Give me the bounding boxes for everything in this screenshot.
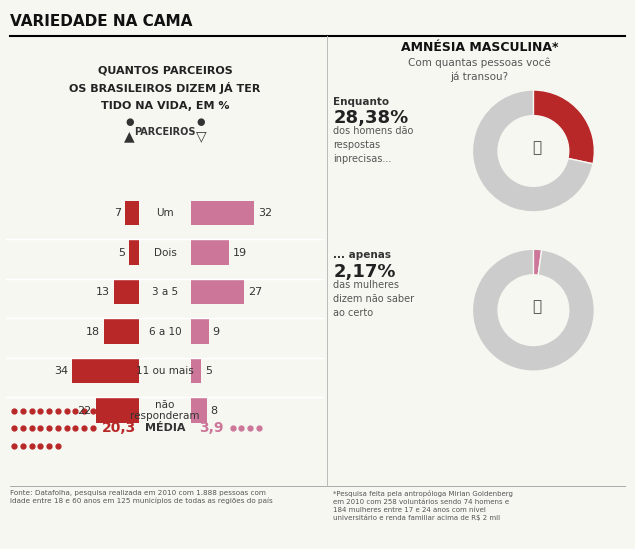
FancyBboxPatch shape bbox=[72, 359, 139, 383]
Text: ... apenas: ... apenas bbox=[333, 250, 391, 260]
FancyBboxPatch shape bbox=[130, 240, 139, 265]
Wedge shape bbox=[472, 249, 594, 371]
Text: *Pesquisa feita pela antropóloga Mirian Goldenberg
em 2010 com 258 voluntários s: *Pesquisa feita pela antropóloga Mirian … bbox=[333, 490, 513, 522]
FancyBboxPatch shape bbox=[191, 240, 229, 265]
Text: OS BRASILEIROS DIZEM JÁ TER: OS BRASILEIROS DIZEM JÁ TER bbox=[69, 82, 261, 94]
Text: das mulheres
dizem não saber
ao certo: das mulheres dizem não saber ao certo bbox=[333, 280, 415, 318]
FancyBboxPatch shape bbox=[96, 399, 139, 423]
FancyBboxPatch shape bbox=[104, 320, 139, 344]
Text: 5: 5 bbox=[204, 366, 212, 376]
Text: VARIEDADE NA CAMA: VARIEDADE NA CAMA bbox=[10, 14, 192, 29]
FancyBboxPatch shape bbox=[191, 280, 244, 304]
Text: Enquanto: Enquanto bbox=[333, 97, 389, 107]
Text: 👤: 👤 bbox=[532, 141, 541, 155]
Text: PARCEIROS: PARCEIROS bbox=[135, 127, 196, 137]
Text: 34: 34 bbox=[54, 366, 68, 376]
Text: ●: ● bbox=[197, 117, 205, 127]
Text: 18: 18 bbox=[86, 327, 100, 337]
Wedge shape bbox=[533, 90, 594, 164]
FancyBboxPatch shape bbox=[191, 201, 255, 225]
Text: não
responderam: não responderam bbox=[130, 400, 200, 422]
Wedge shape bbox=[533, 249, 542, 275]
Text: Dois: Dois bbox=[154, 248, 177, 257]
Text: 22: 22 bbox=[77, 406, 91, 416]
FancyBboxPatch shape bbox=[114, 280, 139, 304]
Text: ▽: ▽ bbox=[196, 129, 206, 143]
Text: 27: 27 bbox=[248, 287, 263, 297]
Text: 19: 19 bbox=[232, 248, 246, 257]
Text: 13: 13 bbox=[95, 287, 109, 297]
Wedge shape bbox=[472, 90, 593, 212]
Text: QUANTOS PARCEIROS: QUANTOS PARCEIROS bbox=[98, 66, 232, 76]
Text: 20,3: 20,3 bbox=[102, 422, 136, 435]
Text: 3,9: 3,9 bbox=[199, 422, 224, 435]
Text: 7: 7 bbox=[114, 208, 121, 218]
Text: ▲: ▲ bbox=[124, 129, 135, 143]
FancyBboxPatch shape bbox=[191, 320, 209, 344]
Text: 👤: 👤 bbox=[532, 300, 541, 315]
Text: Um: Um bbox=[156, 208, 174, 218]
Text: 32: 32 bbox=[258, 208, 272, 218]
Text: 8: 8 bbox=[211, 406, 218, 416]
Text: AMNÉSIA MASCULINA*: AMNÉSIA MASCULINA* bbox=[401, 41, 558, 54]
Text: dos homens dão
respostas
inprecisas...: dos homens dão respostas inprecisas... bbox=[333, 126, 414, 165]
Text: Com quantas pessoas você
já transou?: Com quantas pessoas você já transou? bbox=[408, 58, 551, 82]
Text: 11 ou mais: 11 ou mais bbox=[137, 366, 194, 376]
Text: 9: 9 bbox=[213, 327, 220, 337]
FancyBboxPatch shape bbox=[191, 399, 207, 423]
Text: 28,38%: 28,38% bbox=[333, 109, 409, 127]
Text: 2,17%: 2,17% bbox=[333, 263, 396, 281]
Text: 6 a 10: 6 a 10 bbox=[149, 327, 182, 337]
Text: Fonte: Datafolha, pesquisa realizada em 2010 com 1.888 pessoas com
idade entre 1: Fonte: Datafolha, pesquisa realizada em … bbox=[10, 490, 272, 505]
Text: 3 a 5: 3 a 5 bbox=[152, 287, 178, 297]
FancyBboxPatch shape bbox=[125, 201, 139, 225]
FancyBboxPatch shape bbox=[191, 359, 201, 383]
Text: TIDO NA VIDA, EM %: TIDO NA VIDA, EM % bbox=[101, 101, 229, 111]
Text: ●: ● bbox=[125, 117, 133, 127]
Text: MÉDIA: MÉDIA bbox=[145, 423, 185, 434]
Text: 5: 5 bbox=[118, 248, 125, 257]
